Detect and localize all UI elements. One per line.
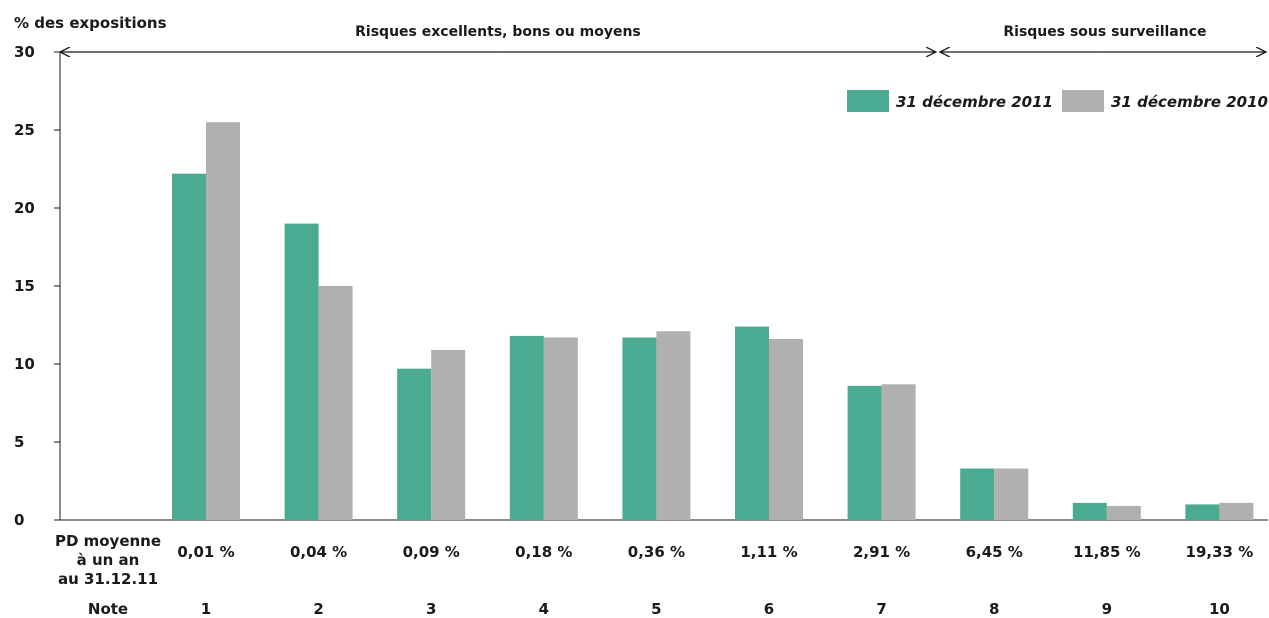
x-tick-label: 5	[651, 600, 661, 618]
x-tick-label: 3	[426, 600, 436, 618]
pd-value-label: 6,45 %	[966, 543, 1023, 561]
legend-swatch	[847, 90, 889, 112]
x-tick-label: 2	[313, 600, 323, 618]
y-tick-label: 15	[14, 277, 35, 295]
bar-2011-6	[735, 326, 769, 520]
pd-row-label: à un an	[77, 551, 140, 569]
pd-value-label: 0,01 %	[177, 543, 234, 561]
pd-row-label: PD moyenne	[55, 532, 161, 550]
y-tick-label: 5	[14, 433, 24, 451]
bar-2011-3	[397, 368, 432, 520]
bar-2011-9	[1072, 502, 1107, 520]
bar-2010-9	[1106, 505, 1141, 520]
y-tick-label: 20	[14, 199, 35, 217]
x-tick-label: 10	[1209, 600, 1230, 618]
x-tick-label: 6	[764, 600, 774, 618]
group-spans: Risques excellents, bons ou moyens Risque…	[60, 24, 1266, 52]
pd-row-label: au 31.12.11	[58, 570, 158, 588]
legend-label: 31 décembre 2011	[896, 93, 1053, 111]
bar-2010-5	[656, 331, 691, 520]
x-tick-label: 8	[989, 600, 999, 618]
bar-2010-8	[994, 468, 1029, 520]
bar-2010-7	[881, 384, 916, 520]
bar-2011-8	[960, 468, 995, 520]
y-axis-label: % des expositions	[14, 14, 167, 32]
pd-value-label: 0,04 %	[290, 543, 347, 561]
x-tick-label: 1	[201, 600, 211, 618]
axes: 0 5 10 15 20 25 30	[14, 43, 1268, 529]
y-tick-label: 10	[14, 355, 35, 373]
y-tick-label: 30	[14, 43, 35, 61]
y-tick-label: 0	[14, 511, 24, 529]
x-tick-label: 7	[876, 600, 886, 618]
bar-2011-7	[847, 385, 882, 520]
bar-2010-10	[1219, 502, 1254, 520]
note-row-label: Note	[88, 600, 128, 618]
pd-value-label: 0,09 %	[403, 543, 460, 561]
x-tick-label: 9	[1102, 600, 1112, 618]
bar-2011-4	[509, 335, 544, 520]
pd-value-label: 0,18 %	[515, 543, 572, 561]
bar-2010-4	[543, 337, 578, 520]
pd-value-label: 0,36 %	[628, 543, 685, 561]
group-label: Risques sous surveillance	[1003, 24, 1206, 40]
y-tick-label: 25	[14, 121, 35, 139]
pd-value-label: 1,11 %	[740, 543, 797, 561]
bar-2010-6	[769, 339, 803, 520]
bar-2011-2	[284, 223, 319, 520]
pd-value-label: 19,33 %	[1186, 543, 1254, 561]
legend-swatch	[1062, 90, 1104, 112]
bar-2011-1	[172, 173, 206, 520]
bar-2011-10	[1185, 504, 1220, 520]
x-tick-label: 4	[539, 600, 549, 618]
bar-2010-1	[206, 122, 240, 520]
bar-2010-3	[431, 349, 466, 520]
legend-label: 31 décembre 2010	[1111, 93, 1268, 111]
pd-value-label: 2,91 %	[853, 543, 910, 561]
pd-value-label: 11,85 %	[1073, 543, 1141, 561]
bar-2010-2	[318, 286, 353, 520]
bar-2011-5	[622, 337, 657, 520]
group-label: Risques excellents, bons ou moyens	[355, 24, 641, 40]
legend: 31 décembre 2011 31 décembre 2010	[847, 90, 1268, 112]
bars	[172, 122, 1254, 520]
